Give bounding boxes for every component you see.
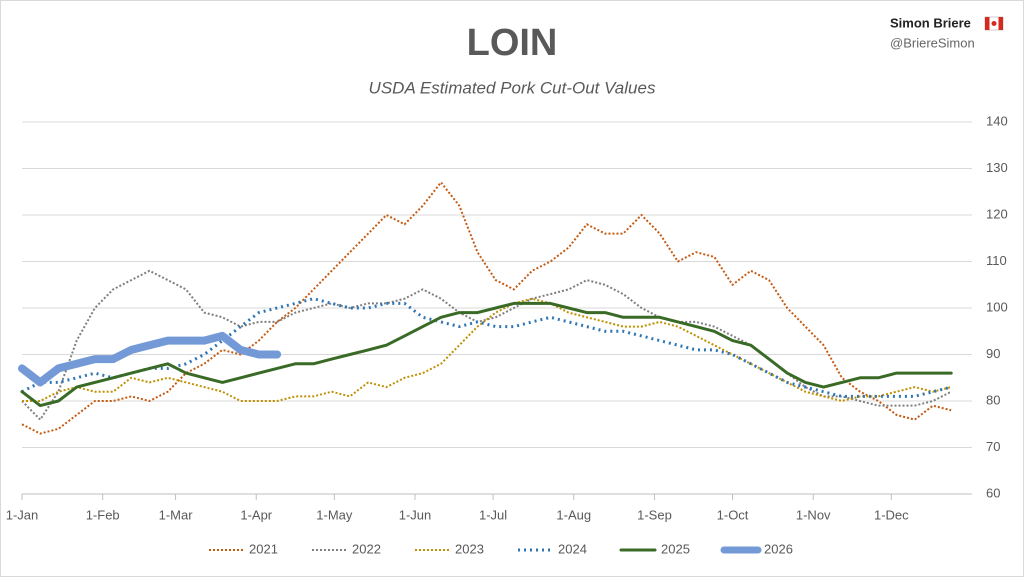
x-tick-label: 1-Mar	[159, 507, 194, 522]
series-line	[20, 301, 953, 408]
y-tick-label: 120	[986, 206, 1008, 221]
chart-subtitle: USDA Estimated Pork Cut-Out Values	[369, 78, 656, 97]
y-tick-label: 60	[986, 485, 1000, 500]
x-tick-label: 1-Jan	[6, 507, 39, 522]
y-tick-label: 130	[986, 160, 1008, 175]
author: Simon Briere	[890, 15, 971, 30]
x-tick-label: 1-Nov	[796, 507, 831, 522]
x-tick-label: 1-Apr	[240, 507, 272, 522]
handle: @BriereSimon	[890, 35, 975, 50]
legend-label: 2025	[661, 541, 690, 556]
flag-icon	[984, 16, 1004, 31]
y-tick-label: 100	[986, 299, 1008, 314]
legend-label: 2024	[558, 541, 587, 556]
series-line	[22, 297, 952, 402]
x-tick-label: 1-Oct	[717, 507, 749, 522]
y-tick-label: 140	[986, 113, 1008, 128]
x-tick-label: 1-Sep	[637, 507, 672, 522]
series-line	[21, 269, 952, 421]
legend-label: 2026	[764, 541, 793, 556]
y-tick-label: 110	[986, 253, 1007, 268]
y-tick-label: 90	[986, 346, 1000, 361]
series-line	[18, 331, 282, 387]
legend-label: 2022	[352, 541, 381, 556]
chart-title: LOIN	[467, 22, 558, 64]
legend-label: 2023	[455, 541, 484, 556]
y-tick-label: 80	[986, 392, 1000, 407]
x-tick-label: 1-May	[316, 507, 353, 522]
x-tick-label: 1-Feb	[86, 507, 120, 522]
x-tick-label: 1-Dec	[874, 507, 909, 522]
y-tick-label: 70	[986, 439, 1000, 454]
x-tick-label: 1-Aug	[556, 507, 591, 522]
x-tick-label: 1-Jun	[399, 507, 432, 522]
legend-label: 2021	[249, 541, 278, 556]
x-tick-label: 1-Jul	[479, 507, 507, 522]
